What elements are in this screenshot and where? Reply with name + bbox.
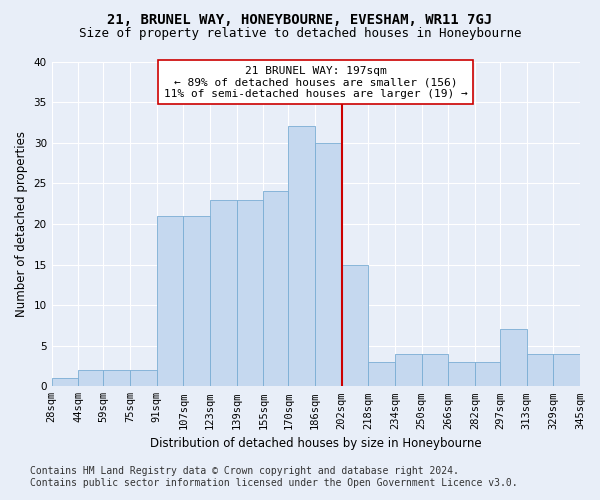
Bar	[368, 362, 395, 386]
Bar	[157, 216, 184, 386]
Bar	[422, 354, 448, 386]
Bar	[395, 354, 422, 386]
Bar	[236, 200, 263, 386]
X-axis label: Distribution of detached houses by size in Honeybourne: Distribution of detached houses by size …	[150, 437, 482, 450]
Text: 21 BRUNEL WAY: 197sqm
← 89% of detached houses are smaller (156)
11% of semi-det: 21 BRUNEL WAY: 197sqm ← 89% of detached …	[164, 66, 468, 99]
Text: 21, BRUNEL WAY, HONEYBOURNE, EVESHAM, WR11 7GJ: 21, BRUNEL WAY, HONEYBOURNE, EVESHAM, WR…	[107, 12, 493, 26]
Bar	[263, 192, 289, 386]
Bar	[475, 362, 500, 386]
Y-axis label: Number of detached properties: Number of detached properties	[15, 131, 28, 317]
Bar	[527, 354, 553, 386]
Text: Size of property relative to detached houses in Honeybourne: Size of property relative to detached ho…	[79, 28, 521, 40]
Bar	[341, 264, 368, 386]
Bar	[315, 142, 341, 386]
Bar	[210, 200, 236, 386]
Bar	[103, 370, 130, 386]
Bar	[448, 362, 475, 386]
Bar	[79, 370, 103, 386]
Bar	[52, 378, 79, 386]
Bar	[130, 370, 157, 386]
Bar	[553, 354, 580, 386]
Bar	[184, 216, 210, 386]
Bar	[289, 126, 315, 386]
Text: Contains HM Land Registry data © Crown copyright and database right 2024.
Contai: Contains HM Land Registry data © Crown c…	[30, 466, 518, 487]
Bar	[500, 330, 527, 386]
